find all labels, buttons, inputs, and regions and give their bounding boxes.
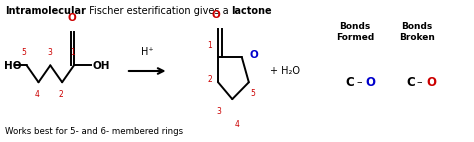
Text: 2: 2 [59, 90, 64, 99]
Text: 4: 4 [35, 90, 39, 99]
Text: C: C [346, 76, 355, 89]
Text: Fischer esterification gives a: Fischer esterification gives a [86, 6, 232, 16]
Text: 5: 5 [21, 48, 26, 57]
Text: 3: 3 [47, 48, 52, 57]
Text: 1: 1 [71, 48, 75, 57]
Text: 1: 1 [208, 41, 212, 50]
Text: O: O [212, 10, 220, 20]
Text: C: C [406, 76, 415, 89]
Text: lactone: lactone [231, 6, 272, 16]
Text: –: – [417, 77, 422, 87]
Text: OH: OH [93, 61, 110, 71]
Text: O: O [365, 76, 375, 89]
Text: O: O [426, 76, 436, 89]
Text: 5: 5 [250, 89, 255, 98]
Text: –: – [356, 77, 362, 87]
Text: O: O [68, 13, 77, 23]
Text: Bonds
Broken: Bonds Broken [399, 22, 435, 42]
Text: Works best for 5- and 6- membered rings: Works best for 5- and 6- membered rings [5, 127, 183, 136]
Text: O: O [250, 50, 258, 60]
Text: Bonds
Formed: Bonds Formed [336, 22, 374, 42]
Text: Intramolecular: Intramolecular [5, 6, 86, 16]
Text: 4: 4 [235, 120, 239, 129]
Text: H⁺: H⁺ [141, 47, 154, 57]
Text: 3: 3 [217, 107, 221, 116]
Text: + H₂O: + H₂O [270, 66, 300, 76]
Text: 2: 2 [208, 75, 212, 84]
Text: HO: HO [3, 61, 21, 71]
